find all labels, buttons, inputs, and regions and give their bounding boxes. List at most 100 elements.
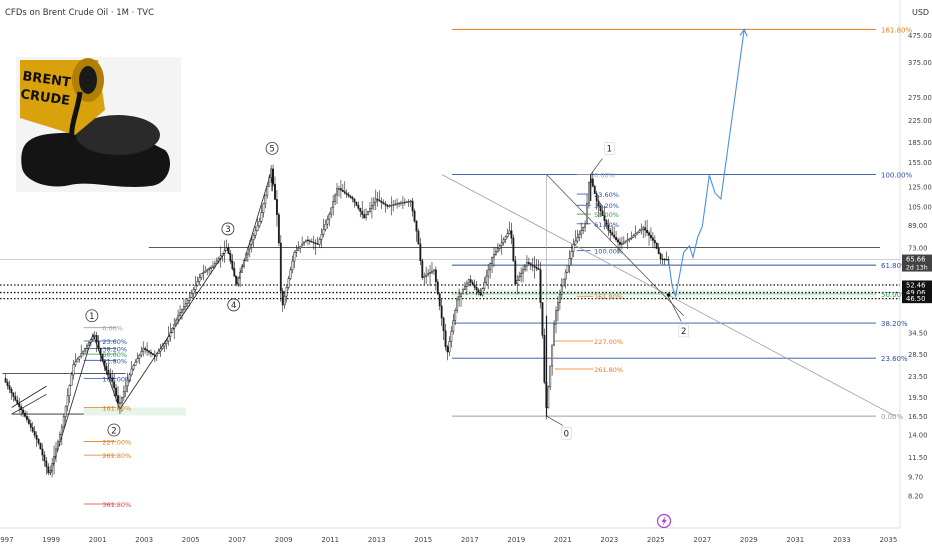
candle-up: [423, 276, 426, 278]
candle-down: [12, 392, 15, 397]
candle-up: [88, 342, 90, 346]
candle-up: [429, 272, 431, 274]
candle-up: [467, 279, 470, 284]
candle-down: [276, 199, 278, 215]
candle-down: [657, 248, 660, 254]
candle-down: [535, 267, 538, 269]
candle-up: [62, 416, 65, 428]
candle-down: [41, 448, 44, 456]
candle-up: [640, 228, 643, 232]
candle-up: [202, 272, 205, 274]
candle-up: [122, 391, 125, 398]
candle-down: [150, 352, 152, 354]
candle-up: [76, 358, 79, 363]
candle-up: [458, 296, 461, 301]
candle-up: [82, 350, 85, 355]
candle-down: [314, 242, 317, 245]
candle-up: [524, 265, 526, 270]
candle-up: [239, 271, 242, 279]
candle-up: [188, 297, 191, 301]
candle-up: [70, 374, 73, 386]
candle-down: [650, 235, 652, 239]
price-label-bg: [902, 254, 932, 272]
candle-up: [268, 177, 271, 187]
candle-down: [543, 334, 546, 383]
candle-up: [142, 348, 145, 353]
candle-up: [198, 277, 201, 282]
x-tick-label: 2009: [275, 536, 293, 544]
oil-sheen: [76, 115, 160, 155]
candle-up: [182, 306, 185, 310]
candle-up: [460, 292, 462, 297]
fib-2000-label: 161.80%: [102, 405, 131, 413]
candle-up: [624, 240, 627, 243]
candle-down: [363, 214, 366, 218]
fib-2000-label: 0.00%: [102, 325, 123, 333]
candle-down: [648, 232, 650, 236]
x-tick-label: 2021: [554, 536, 572, 544]
candle-up: [508, 230, 511, 234]
candle-down: [537, 268, 540, 271]
lightning-icon[interactable]: [656, 513, 672, 529]
candle-up: [578, 233, 581, 238]
candle-up: [338, 188, 340, 190]
wave-label-box: [604, 142, 615, 155]
wave-label-text: 2: [111, 426, 116, 436]
y-tick-label: 23.50: [908, 373, 927, 381]
x-tick-label: 2029: [740, 536, 758, 544]
candle-down: [47, 466, 50, 474]
candle-up: [208, 268, 211, 271]
candle-up: [401, 202, 404, 204]
candle-down: [24, 412, 26, 417]
candle-down: [359, 208, 362, 212]
fib-long-label: 100.00%: [881, 172, 912, 180]
candle-up: [504, 236, 507, 240]
candle-up: [409, 200, 412, 203]
candle-up: [120, 396, 123, 404]
candle-up: [155, 353, 158, 357]
diagonal-dark-line: [546, 174, 685, 317]
candle-up: [301, 243, 304, 247]
candle-down: [14, 396, 17, 401]
chart-title: CFDs on Brent Crude Oil · 1M · TVC: [5, 8, 154, 18]
fib-long-label: 50.00%: [881, 291, 908, 299]
candle-up: [574, 240, 577, 245]
candle-up: [555, 310, 557, 325]
candle-down: [33, 431, 36, 436]
candle-up: [194, 285, 197, 290]
candle-up: [241, 266, 243, 273]
candle-up: [175, 319, 178, 325]
candle-up: [206, 269, 209, 272]
candle-up: [396, 203, 399, 205]
x-tick-label: 2005: [182, 536, 200, 544]
candles: [4, 164, 670, 478]
candle-up: [258, 221, 261, 227]
candle-down: [279, 242, 282, 292]
candle-up: [287, 278, 290, 288]
candle-down: [281, 290, 284, 306]
candle-up: [491, 257, 493, 264]
candle-down: [599, 205, 602, 212]
candle-up: [336, 188, 338, 196]
candle-down: [99, 347, 102, 355]
candle-up: [130, 368, 133, 375]
candle-down: [35, 435, 38, 440]
candle-down: [355, 201, 358, 206]
candle-down: [37, 438, 40, 444]
candle-up: [405, 201, 408, 203]
candle-up: [367, 211, 369, 215]
candle-up: [237, 277, 240, 285]
x-tick-label: 2023: [600, 536, 618, 544]
y-tick-label: 8.20: [908, 492, 923, 500]
candle-up: [560, 285, 563, 295]
candle-up: [489, 263, 492, 271]
candle-up: [132, 365, 135, 370]
candle-down: [597, 200, 600, 207]
candle-up: [299, 245, 302, 249]
candle-up: [580, 230, 583, 235]
candle-up: [138, 354, 141, 359]
candle-up: [225, 247, 228, 251]
x-tick-label: 2003: [135, 536, 153, 544]
candle-up: [57, 441, 59, 450]
candle-up: [562, 278, 565, 287]
